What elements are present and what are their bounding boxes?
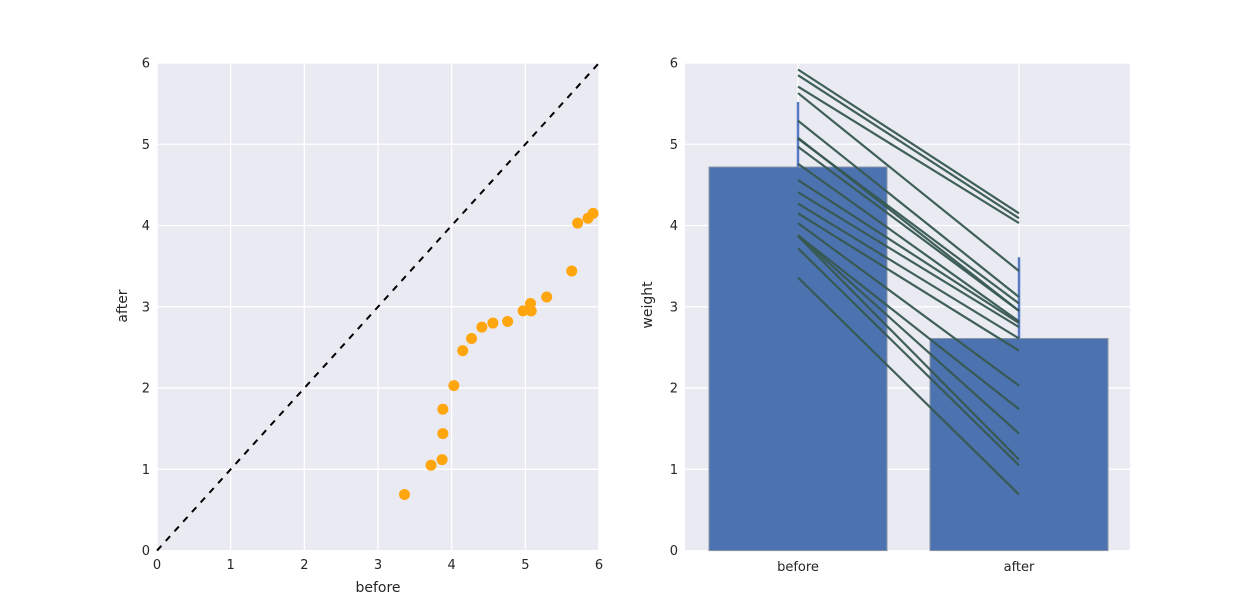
scatter-point bbox=[437, 403, 449, 415]
x-tick-label: 1 bbox=[227, 558, 235, 573]
left-plot-xlabel: before bbox=[355, 580, 401, 596]
pair-line bbox=[797, 234, 1020, 411]
y-tick-label: 0 bbox=[670, 544, 678, 559]
pair-line bbox=[797, 92, 1020, 272]
pair-line bbox=[797, 85, 1020, 225]
y-tick-label: 2 bbox=[670, 382, 678, 397]
scatter-point bbox=[487, 317, 499, 329]
x-tick-label: 6 bbox=[595, 558, 603, 573]
y-tick-label: 3 bbox=[142, 300, 150, 315]
scatter-point bbox=[457, 345, 469, 357]
y-tick-label: 5 bbox=[142, 138, 150, 153]
y-tick-label: 6 bbox=[670, 57, 678, 72]
scatter-point bbox=[425, 459, 437, 471]
pair-line bbox=[797, 222, 1020, 387]
scatter-point bbox=[502, 315, 514, 327]
pair-line bbox=[797, 247, 1020, 467]
pair-line bbox=[797, 191, 1020, 329]
bar-after bbox=[929, 337, 1109, 552]
pair-line bbox=[797, 202, 1020, 340]
pair-line bbox=[797, 162, 1020, 323]
right-plot-ylabel: weight bbox=[640, 281, 656, 329]
category-tick-label: after bbox=[1004, 560, 1035, 575]
y-tick-label: 2 bbox=[142, 382, 150, 397]
pair-line bbox=[797, 74, 1020, 220]
scatter-point bbox=[541, 291, 553, 303]
scatter-point bbox=[448, 380, 460, 392]
y-tick-label: 4 bbox=[142, 219, 150, 234]
scatter-point bbox=[399, 489, 411, 501]
scatter-point bbox=[572, 217, 584, 229]
scatter-point bbox=[476, 321, 488, 333]
pair-line bbox=[797, 145, 1020, 312]
pair-line bbox=[797, 276, 1020, 496]
scatter-point bbox=[436, 454, 448, 466]
scatter-point bbox=[587, 207, 599, 219]
category-tick-label: before bbox=[777, 560, 819, 575]
y-tick-label: 0 bbox=[142, 544, 150, 559]
identity-line bbox=[156, 62, 600, 552]
pair-line bbox=[797, 234, 1020, 435]
scatter-point bbox=[517, 305, 529, 317]
y-tick-label: 5 bbox=[670, 138, 678, 153]
y-tick-label: 6 bbox=[142, 57, 150, 72]
x-tick-label: 4 bbox=[448, 558, 456, 573]
x-tick-label: 5 bbox=[521, 558, 529, 573]
pair-line bbox=[797, 68, 1020, 215]
pair-line bbox=[797, 212, 1020, 352]
scatter-point bbox=[525, 305, 537, 317]
pair-line bbox=[797, 136, 1020, 312]
left-plot-ylabel: after bbox=[115, 289, 131, 323]
scatter-point bbox=[566, 265, 578, 277]
y-tick-label: 1 bbox=[670, 463, 678, 478]
pair-line bbox=[797, 235, 1020, 461]
scatter-point bbox=[437, 428, 449, 440]
pair-line bbox=[797, 179, 1020, 324]
x-tick-label: 3 bbox=[374, 558, 382, 573]
scatter-point bbox=[466, 332, 478, 344]
y-tick-label: 1 bbox=[142, 463, 150, 478]
bar-before bbox=[708, 166, 888, 552]
y-tick-label: 4 bbox=[670, 219, 678, 234]
x-tick-label: 2 bbox=[300, 558, 308, 573]
y-tick-label: 3 bbox=[670, 300, 678, 315]
x-tick-label: 0 bbox=[153, 558, 161, 573]
pair-line bbox=[797, 119, 1020, 298]
